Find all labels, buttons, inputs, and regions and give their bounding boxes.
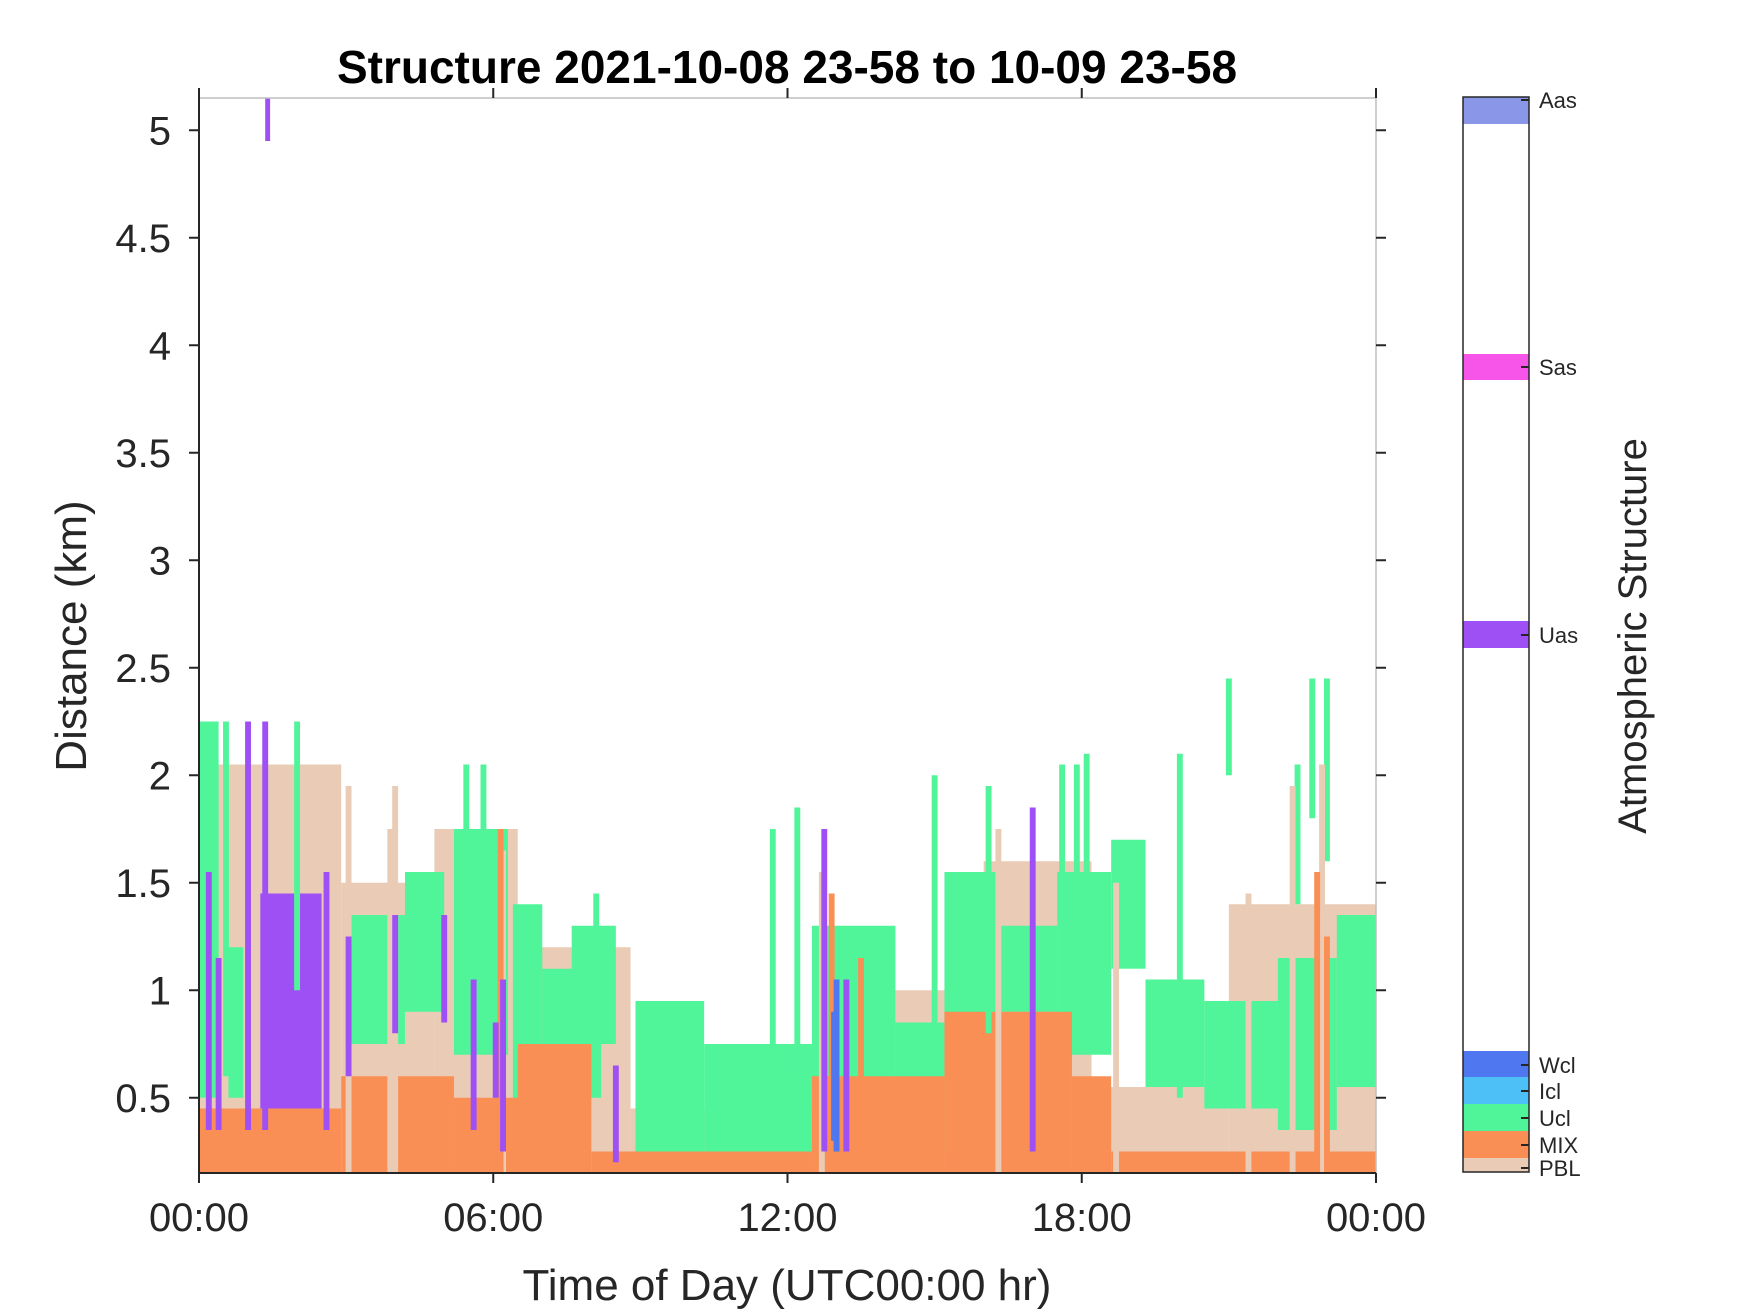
colorbar-swatch-mix bbox=[1463, 1131, 1529, 1158]
structure-spike-ucl bbox=[1083, 753, 1090, 1034]
colorbar-tick-label-sas: Sas bbox=[1539, 355, 1577, 380]
structure-spike-ucl bbox=[480, 764, 487, 948]
structure-spike-uas bbox=[843, 979, 850, 1152]
structure-spike-uas bbox=[262, 721, 269, 1130]
structure-spike-ucl bbox=[593, 893, 600, 1012]
y-axis-label: Distance (km) bbox=[47, 500, 96, 771]
x-tick-label: 18:00 bbox=[1032, 1196, 1132, 1240]
structure-spike-mix bbox=[858, 958, 865, 1173]
y-tick-label: 4 bbox=[149, 324, 171, 368]
structure-spike-ucl bbox=[1225, 678, 1232, 776]
structure-cell-mix bbox=[591, 1151, 813, 1173]
structure-spike-ucl bbox=[1309, 678, 1316, 819]
structure-spike-pbl bbox=[1245, 893, 1252, 1173]
structure-spike-pbl bbox=[387, 829, 394, 1173]
colorbar-tick-label-ucl: Ucl bbox=[1539, 1106, 1571, 1131]
axes: 00:00 06:00 12:00 18:00 00:00 0.5 1 1.5 2 2.5 3 3.5… bbox=[115, 88, 1426, 1240]
structure-spike-ucl bbox=[1294, 764, 1301, 905]
structure-spike-uas bbox=[441, 915, 448, 1023]
structure-cell-mix bbox=[517, 1044, 592, 1173]
y-tick-label: 3.5 bbox=[115, 432, 171, 476]
colorbar-swatch-pbl bbox=[1463, 1158, 1529, 1172]
colorbar-tick-label-uas: Uas bbox=[1539, 623, 1578, 648]
structure-spike-ucl bbox=[223, 721, 229, 1077]
structure-cell-mix bbox=[1071, 1076, 1112, 1173]
structure-spike-ucl bbox=[931, 775, 938, 1034]
colorbar-swatch-wcl bbox=[1463, 1051, 1529, 1077]
colorbar-tick-label-aas: Aas bbox=[1539, 88, 1577, 113]
structure-cell-uas bbox=[265, 98, 271, 141]
structure-spike-pbl bbox=[1319, 764, 1325, 1173]
colorbar-tick-label-mix: MIX bbox=[1539, 1133, 1578, 1158]
structure-spike-uas bbox=[392, 915, 399, 1034]
colorbar-tick-label-icl: Icl bbox=[1539, 1079, 1561, 1104]
y-tick-label: 1.5 bbox=[115, 862, 171, 906]
structure-spike-uas bbox=[345, 936, 352, 1077]
structure-spike-uas bbox=[205, 872, 212, 1130]
structure-cell-ucl bbox=[1204, 1001, 1278, 1109]
structure-spike-ucl bbox=[769, 829, 776, 1077]
x-axis-label: Time of Day (UTC00:00 hr) bbox=[523, 1261, 1052, 1310]
y-tick-label: 2.5 bbox=[115, 647, 171, 691]
structure-spike-pbl bbox=[1289, 786, 1296, 1173]
structure-cell-ucl bbox=[404, 872, 445, 1012]
structure-cell-ucl bbox=[228, 947, 244, 1098]
structure-spike-ucl bbox=[1176, 753, 1183, 1098]
structure-spike-ucl bbox=[1073, 764, 1080, 1012]
structure-spike-pbl bbox=[1113, 882, 1120, 1173]
structure-spike-uas bbox=[612, 1065, 619, 1163]
structure-spike-wcl bbox=[831, 1011, 838, 1141]
structure-cell-uas bbox=[260, 893, 322, 1109]
structure-cell-mix bbox=[199, 1108, 342, 1173]
colorbar-swatch-sas bbox=[1463, 354, 1529, 380]
structure-spike-uas bbox=[245, 721, 251, 1130]
x-tick-label: 00:00 bbox=[1326, 1196, 1426, 1240]
structure-cell-mix bbox=[1111, 1151, 1376, 1173]
structure-spike-ucl bbox=[1059, 764, 1066, 1012]
y-tick-label: 3 bbox=[149, 539, 171, 583]
x-tick-label: 00:00 bbox=[149, 1196, 249, 1240]
structure-spike-pbl bbox=[995, 829, 1002, 1173]
y-tick-label: 2 bbox=[149, 754, 171, 798]
y-tick-label: 5 bbox=[149, 109, 171, 153]
structure-spike-ucl bbox=[1324, 678, 1330, 862]
structure-spike-mix bbox=[1324, 936, 1330, 1173]
x-tick-label: 12:00 bbox=[737, 1196, 837, 1240]
colorbar-label: Atmospheric Structure bbox=[1611, 438, 1655, 834]
structure-cell-ucl bbox=[1145, 979, 1205, 1087]
colorbar-swatch-icl bbox=[1463, 1077, 1529, 1104]
structure-cell-ucl bbox=[635, 1001, 705, 1152]
structure-spike-uas bbox=[215, 958, 222, 1130]
y-tick-label: 1 bbox=[149, 969, 171, 1013]
structure-spike-uas bbox=[323, 872, 330, 1130]
y-tick-label: 4.5 bbox=[115, 217, 171, 261]
structure-spike-uas bbox=[500, 979, 507, 1152]
structure-spike-mix bbox=[1314, 872, 1321, 1173]
structure-cell-ucl bbox=[704, 1044, 813, 1152]
y-tick-label: 0.5 bbox=[115, 1077, 171, 1121]
structure-spike-uas bbox=[821, 829, 828, 1152]
structure-spike-uas bbox=[492, 1022, 499, 1098]
structure-cell-ucl bbox=[998, 925, 1058, 1012]
structure-spike-ucl bbox=[294, 721, 301, 991]
structure-spike-ucl bbox=[794, 807, 801, 1077]
structure-cell-mix bbox=[944, 1011, 1072, 1173]
colorbar-swatch-ucl bbox=[1463, 1104, 1529, 1131]
structure-spike-uas bbox=[470, 979, 477, 1130]
colorbar-tick-label-pbl: PBL bbox=[1539, 1156, 1581, 1181]
plot-area bbox=[199, 98, 1376, 1173]
structure-spike-ucl bbox=[985, 786, 992, 1034]
structure-cell-ucl bbox=[1336, 915, 1376, 1087]
colorbar-swatch-aas bbox=[1463, 97, 1529, 124]
chart-title: Structure 2021-10-08 23-58 to 10-09 23-5… bbox=[337, 41, 1237, 93]
structure-spike-uas bbox=[1029, 807, 1036, 1152]
x-tick-label: 06:00 bbox=[443, 1196, 543, 1240]
colorbar-tick-label-wcl: Wcl bbox=[1539, 1053, 1576, 1078]
colorbar-swatch-uas bbox=[1463, 621, 1529, 648]
structure-spike-ucl bbox=[463, 764, 470, 926]
